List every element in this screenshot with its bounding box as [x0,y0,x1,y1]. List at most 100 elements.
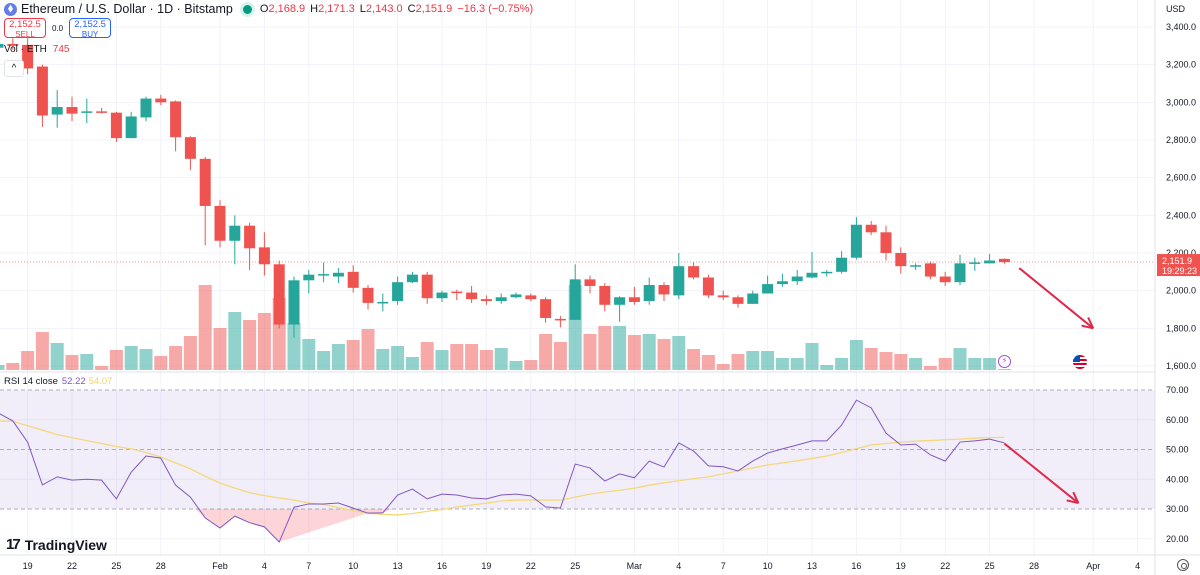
candle [377,293,389,312]
volume-bar [228,312,242,370]
candle-body [288,280,300,325]
time-axis-label: 4 [262,561,267,571]
candle-body [258,247,270,265]
candle-body [0,43,4,48]
volume-bar [820,365,834,370]
ohlc-low: L2,143.0 [359,3,403,15]
volume-bar [553,342,567,370]
rsi-oversold-fill [195,509,393,543]
candle [258,232,270,276]
arrow-head [1066,499,1079,505]
rsi-axis-label: 40.00 [1166,474,1189,484]
candle-body [924,263,936,277]
candle-body [66,107,78,114]
candle [392,276,404,305]
candle-body [702,277,714,296]
candle [7,38,19,50]
candle-body [22,44,34,69]
candle-body [865,224,877,233]
candle [436,290,448,302]
candle [155,94,167,106]
price-axis-label: 2,600.0 [1166,173,1196,183]
us-flag-icon[interactable] [1073,355,1087,369]
time-axis-label: 4 [1135,561,1140,571]
volume-bar [257,313,271,370]
candle [347,265,359,293]
chevron-up-icon[interactable]: ^ [4,60,24,77]
symbol-title[interactable]: Ethereum / U.S. Dollar · 1D · Bitstamp [21,2,233,16]
volume-bar [672,336,686,370]
volume-bar [169,346,183,370]
tradingview-logo[interactable]: 17 TradingView [6,536,107,553]
volume-bar [879,352,893,370]
candle [273,260,285,329]
last-price-value: 2,151.9 [1162,256,1192,266]
candle [421,271,433,304]
time-axis-label: Mar [627,561,643,571]
time-axis-label: 19 [23,561,33,571]
candle [821,269,833,277]
candle [910,263,922,270]
candle-body [673,266,685,296]
volume-bar [494,348,508,370]
candle-body [436,292,448,299]
price-change: −16.3 (−0.75%) [457,3,534,15]
price-axis-label: 1,600.0 [1166,361,1196,371]
candle [732,295,744,308]
candle [288,276,300,338]
gear-icon[interactable] [1177,559,1189,571]
buy-button[interactable]: 2,152.5 BUY [69,18,112,39]
lightning-icon[interactable]: ⚡ [998,355,1011,368]
volume-bar [909,358,923,370]
candle-body [939,276,951,283]
volume-bar [154,356,168,370]
candle [880,225,892,261]
arrow-head [1081,324,1094,330]
candle-body [244,225,256,249]
volume-bar [35,332,49,370]
rsi-axis-label: 60.00 [1166,415,1189,425]
sell-button[interactable]: 2,152.5 SELL [4,18,46,39]
time-axis-label: 25 [985,561,995,571]
candle [658,282,670,302]
candle [584,275,596,294]
candle-body [969,262,981,264]
trend-arrow [1003,442,1080,505]
volume-legend[interactable]: Vol · ETH 745 [4,44,70,55]
candle-body [140,98,152,118]
volume-bar [21,351,35,370]
volume-bar [139,349,153,370]
candle-body [110,112,122,139]
candle-body [199,158,211,206]
volume-bar [805,343,819,370]
currency-label[interactable]: USD [1166,4,1186,14]
candle [850,217,862,260]
time-axis-label: Feb [212,561,228,571]
time-axis-label: 25 [570,561,580,571]
arrow-head [1087,317,1095,329]
arrow-head [1072,491,1080,504]
candle [110,111,122,142]
volume-bar [790,358,804,370]
volume-bar [509,361,523,370]
time-axis-label: 22 [940,561,950,571]
ohlc-high: H2,171.3 [310,3,355,15]
candle [762,275,774,294]
volume-bar [997,369,1011,370]
candle-body [392,282,404,302]
candle [984,253,996,264]
candle-body [791,276,803,282]
candle [939,271,951,286]
rsi-axis-label: 70.00 [1166,385,1189,395]
candle-body [895,253,907,267]
candle-body [170,101,182,138]
volume-bar [435,350,449,370]
trend-arrow [1018,267,1095,330]
candle-body [125,116,137,139]
time-axis-label: 4 [676,561,681,571]
rsi-legend[interactable]: RSI 14 close 52.22 54.07 [4,376,113,387]
candle [540,297,552,323]
candle [0,43,4,48]
candle [836,251,848,274]
